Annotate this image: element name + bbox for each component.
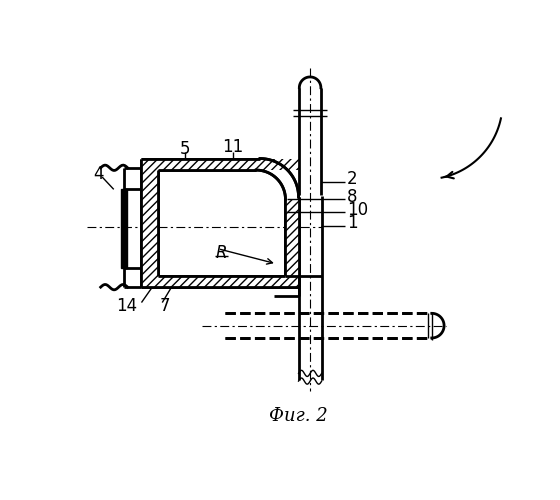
Text: Фиг. 2: Фиг. 2 — [269, 406, 328, 424]
Bar — [141, 276, 298, 287]
Bar — [286, 200, 298, 276]
Bar — [141, 158, 298, 170]
Text: 8: 8 — [347, 188, 357, 206]
Text: 1: 1 — [347, 214, 358, 232]
Bar — [141, 170, 158, 276]
Text: 2: 2 — [347, 170, 358, 188]
Bar — [121, 190, 127, 268]
Text: 4: 4 — [93, 165, 104, 183]
Text: 5: 5 — [179, 140, 190, 158]
Text: 14: 14 — [116, 298, 138, 316]
Text: 10: 10 — [347, 201, 368, 219]
Text: R: R — [216, 244, 227, 262]
Text: 11: 11 — [222, 138, 244, 156]
Text: 7: 7 — [160, 298, 170, 316]
